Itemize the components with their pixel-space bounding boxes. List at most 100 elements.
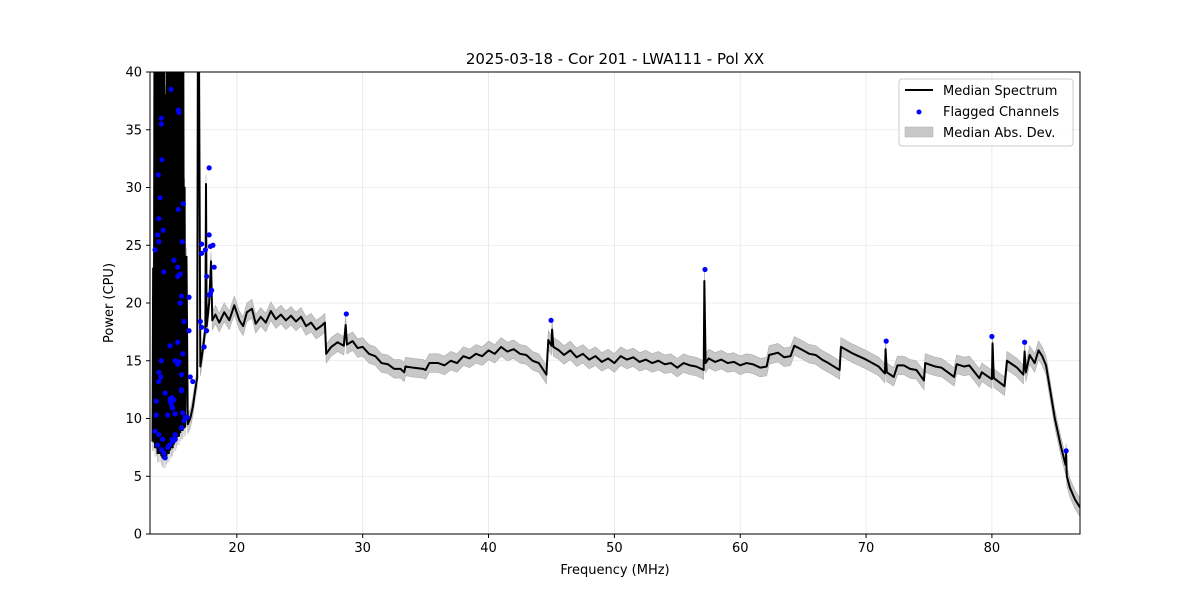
flagged-channel-point [176, 109, 182, 116]
x-tick-label: 50 [606, 541, 623, 556]
flagged-channel-point [156, 432, 162, 438]
flagged-channel-point [167, 343, 173, 349]
flagged-channel-point [989, 333, 995, 340]
legend-mad-label: Median Abs. Dev. [943, 126, 1055, 141]
flagged-channel-point [181, 318, 187, 325]
flagged-channel-point [165, 412, 171, 418]
flagged-channel-point [178, 372, 185, 378]
y-tick-label: 0 [134, 528, 142, 543]
flagged-channel-point [159, 436, 166, 442]
flagged-channel-point [161, 269, 167, 275]
flagged-channel-point [187, 374, 193, 380]
flagged-channel-point [172, 436, 178, 442]
flagged-channel-point [177, 271, 183, 277]
flagged-channel-point [157, 195, 163, 201]
y-axis-ticks: 0 5 10 15 20 25 30 35 40 [125, 66, 150, 543]
flagged-channel-point [198, 241, 205, 247]
flagged-channel-point [156, 216, 162, 222]
flagged-channel-point [702, 266, 708, 273]
flagged-channel-point [204, 328, 210, 334]
flagged-channel-point [175, 339, 181, 345]
flagged-channel-point [1063, 448, 1069, 454]
flagged-channel-point [152, 247, 158, 253]
x-tick-label: 80 [984, 541, 1001, 556]
flagged-channel-point [175, 264, 181, 270]
flagged-channel-point [161, 450, 167, 456]
flagged-channel-point [175, 361, 181, 367]
median-spectrum-line [151, 72, 1080, 508]
x-axis-label: Frequency (MHz) [560, 563, 669, 578]
flagged-channel-point [198, 250, 205, 256]
legend-flagged-swatch [916, 109, 922, 115]
flagged-channel-point [160, 227, 166, 233]
flagged-channel-point [159, 157, 165, 163]
flagged-channel-point [171, 257, 177, 263]
y-tick-label: 20 [125, 297, 142, 312]
flagged-channel-point [186, 328, 192, 334]
flagged-channel-point [211, 264, 217, 270]
flagged-channel-point [172, 411, 178, 417]
flagged-channel-point [186, 294, 192, 300]
flagged-channel-point [202, 247, 208, 253]
y-tick-label: 5 [134, 470, 142, 485]
x-tick-label: 40 [480, 541, 497, 556]
x-tick-label: 70 [858, 541, 875, 556]
flagged-channel-point [178, 388, 185, 394]
flagged-channel-point [177, 300, 183, 306]
y-tick-label: 40 [125, 66, 142, 81]
mad-band [152, 72, 1080, 518]
flagged-channel-point [210, 242, 216, 248]
legend-flagged-label: Flagged Channels [943, 105, 1059, 120]
flagged-channel-point [172, 432, 178, 438]
flagged-channel-point [168, 86, 174, 92]
flagged-channel-point [548, 317, 554, 323]
y-tick-label: 10 [125, 412, 142, 427]
legend-box [898, 78, 1074, 147]
flagged-channel-point [156, 239, 162, 245]
plot-area [151, 72, 1080, 518]
flagged-channel-point [154, 232, 161, 238]
x-axis-ticks: 20 30 40 50 60 70 80 [229, 534, 1001, 556]
plot-series [151, 72, 1080, 518]
flagged-channel-point [156, 378, 162, 385]
flagged-channel-point [197, 318, 203, 325]
flagged-channel-point [153, 412, 159, 418]
flagged-channel-point [198, 324, 205, 330]
flagged-channel-point [206, 165, 212, 171]
flagged-channel-point [155, 172, 161, 178]
flagged-channel-point [181, 418, 187, 424]
flagged-channel-point [180, 351, 186, 357]
y-tick-label: 35 [125, 123, 142, 138]
flagged-channel-point [343, 311, 349, 317]
flagged-channel-point [156, 369, 162, 375]
legend: Median Spectrum Flagged Channels Median … [898, 78, 1074, 147]
flagged-channel-point [206, 232, 212, 238]
flagged-channel-point [158, 358, 164, 364]
flagged-channel-point [162, 390, 168, 396]
flagged-channel-point [206, 292, 212, 298]
flagged-channel-point [1022, 339, 1028, 345]
flagged-channel-point [158, 374, 164, 380]
flagged-channel-point [883, 338, 889, 344]
flagged-channel-point [190, 378, 196, 385]
flagged-channel-point [158, 121, 164, 127]
flagged-channel-point [180, 201, 186, 207]
flagged-channel-point [175, 206, 181, 213]
flagged-channel-point [170, 405, 176, 411]
x-tick-label: 30 [354, 541, 371, 556]
flagged-channel-point [162, 455, 168, 461]
y-tick-label: 15 [125, 354, 142, 369]
chart-title: 2025-03-18 - Cor 201 - LWA111 - Pol XX [466, 50, 764, 68]
grid [150, 71, 1080, 535]
flagged-channel-point [178, 293, 185, 299]
flagged-channel-point [180, 410, 186, 416]
flagged-channel-point [184, 414, 190, 420]
flagged-channel-point [201, 344, 207, 350]
flagged-channel-point [158, 115, 164, 121]
y-axis-label: Power (CPU) [102, 263, 117, 343]
y-tick-label: 25 [125, 239, 142, 254]
x-tick-label: 20 [229, 541, 246, 556]
x-tick-label: 60 [732, 541, 749, 556]
legend-mad-swatch [904, 126, 934, 138]
